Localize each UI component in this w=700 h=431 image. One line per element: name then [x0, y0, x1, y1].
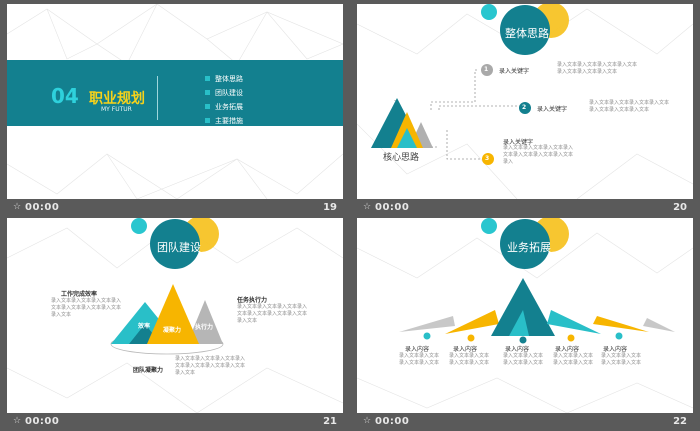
transition-icon[interactable]: ☆	[363, 416, 372, 426]
chapter-number: 04	[51, 84, 79, 108]
block-title: 工作完成效率	[61, 291, 98, 298]
step-number: 2	[522, 104, 527, 111]
slide-footer: ☆ 00:00 19	[7, 199, 343, 217]
item-label: 录入内容	[603, 346, 628, 353]
slide-timing: 00:00	[25, 202, 60, 213]
transition-icon[interactable]: ☆	[13, 202, 22, 212]
item-description: 录入文本录入文本录入文本录入文本	[399, 353, 440, 366]
slide-canvas: 整体思路 核心思路 1 录入关键字 录入文本录入文本录入文本录入文本录入文本录入…	[357, 4, 693, 199]
slide-timing: 00:00	[25, 416, 60, 427]
slide-graphics	[7, 218, 343, 413]
slide-number: 19	[323, 202, 337, 213]
slide-heading: 业务拓展	[507, 241, 551, 254]
slide-canvas: 04 职业规划 MY FUTUR 整体思路 团队建设 业务拓展 主要措施	[7, 4, 343, 199]
item-label: 录入内容	[405, 346, 430, 353]
triangle-label: 效率	[138, 323, 151, 330]
item-label: 录入内容	[505, 346, 530, 353]
center-label: 核心思路	[383, 153, 420, 163]
bullet-icon	[205, 90, 210, 95]
chapter-subtitle: MY FUTUR	[101, 106, 132, 113]
block-title: 团队凝聚力	[133, 367, 164, 374]
item-label: 录入内容	[555, 346, 580, 353]
slide-canvas: 业务拓展 录入内容 录入文本录入文本录入文本录入文本 录入内容 录入文本录入文本…	[357, 218, 693, 413]
item-description: 录入文本录入文本录入文本录入文本	[503, 353, 544, 366]
slide-footer: ☆ 00:00 20	[357, 199, 693, 217]
item-description: 录入文本录入文本录入文本录入文本	[449, 353, 490, 366]
menu-item[interactable]: 团队建设	[205, 86, 243, 100]
bullet-icon	[205, 76, 210, 81]
slide-number: 21	[323, 416, 337, 427]
step-description: 录入文本录入文本录入文本录入文本录入文本录入文本录入文本	[589, 100, 670, 113]
transition-icon[interactable]: ☆	[363, 202, 372, 212]
menu-item[interactable]: 整体思路	[205, 72, 243, 86]
step-description: 录入文本录入文本录入文本录入文本录入文本录入文本录入文本	[557, 62, 638, 75]
block-description: 录入文本录入文本录入文本录入文本录入文本录入文本录入文本录入文本	[237, 304, 308, 324]
background-pattern	[7, 4, 343, 199]
slide-thumbnail-21[interactable]: 团队建设 效率 凝聚力 执行力 工作完成效率 录入文本录入文本录入文本录入文本录…	[7, 218, 343, 431]
slide-graphics	[357, 4, 693, 199]
block-title: 任务执行力	[237, 297, 268, 304]
slide-number: 22	[673, 416, 687, 427]
slide-footer: ☆ 00:00 22	[357, 413, 693, 431]
divider	[157, 76, 158, 120]
slide-number: 20	[673, 202, 687, 213]
slide-canvas: 团队建设 效率 凝聚力 执行力 工作完成效率 录入文本录入文本录入文本录入文本录…	[7, 218, 343, 413]
step-label: 录入关键字	[499, 68, 530, 75]
slide-footer: ☆ 00:00 21	[7, 413, 343, 431]
slide-heading: 团队建设	[157, 241, 201, 254]
bullet-icon	[205, 118, 210, 123]
title-band	[7, 60, 343, 126]
step-label: 录入关键字	[537, 106, 568, 113]
chapter-title: 职业规划	[89, 91, 145, 107]
item-description: 录入文本录入文本录入文本录入文本	[601, 353, 642, 366]
slide-thumbnail-20[interactable]: 整体思路 核心思路 1 录入关键字 录入文本录入文本录入文本录入文本录入文本录入…	[357, 4, 693, 217]
slide-timing: 00:00	[375, 202, 410, 213]
bullet-icon	[205, 104, 210, 109]
step-number: 3	[485, 155, 490, 162]
triangle-label: 凝聚力	[163, 327, 182, 334]
slide-thumbnail-22[interactable]: 业务拓展 录入内容 录入文本录入文本录入文本录入文本 录入内容 录入文本录入文本…	[357, 218, 693, 431]
triangle-label: 执行力	[195, 324, 214, 331]
menu-list: 整体思路 团队建设 业务拓展 主要措施	[205, 72, 243, 128]
slide-graphics	[357, 218, 693, 413]
block-description: 录入文本录入文本录入文本录入文本录入文本录入文本录入文本录入文本	[175, 356, 246, 376]
slide-timing: 00:00	[375, 416, 410, 427]
item-description: 录入文本录入文本录入文本录入文本	[553, 353, 594, 366]
menu-item[interactable]: 业务拓展	[205, 100, 243, 114]
step-label: 录入关键字	[503, 139, 534, 146]
block-description: 录入文本录入文本录入文本录入文本录入文本录入文本录入文本录入文本	[51, 298, 122, 318]
step-description: 录入文本录入文本录入文本录入文本录入文本录入文本录入文本录入	[503, 145, 574, 165]
menu-item[interactable]: 主要措施	[205, 114, 243, 128]
transition-icon[interactable]: ☆	[13, 416, 22, 426]
slide-thumbnail-19[interactable]: 04 职业规划 MY FUTUR 整体思路 团队建设 业务拓展 主要措施 ☆ 0…	[7, 4, 343, 217]
slide-heading: 整体思路	[505, 27, 549, 40]
item-label: 录入内容	[453, 346, 478, 353]
step-number: 1	[484, 66, 489, 73]
